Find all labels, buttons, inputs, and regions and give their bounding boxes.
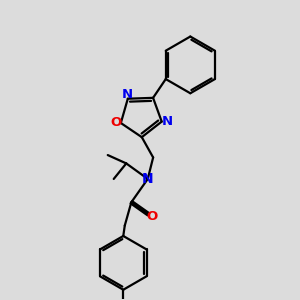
Text: O: O — [110, 116, 122, 129]
Text: N: N — [142, 172, 154, 186]
Text: O: O — [146, 210, 158, 224]
Text: N: N — [161, 115, 172, 128]
Text: N: N — [122, 88, 134, 101]
